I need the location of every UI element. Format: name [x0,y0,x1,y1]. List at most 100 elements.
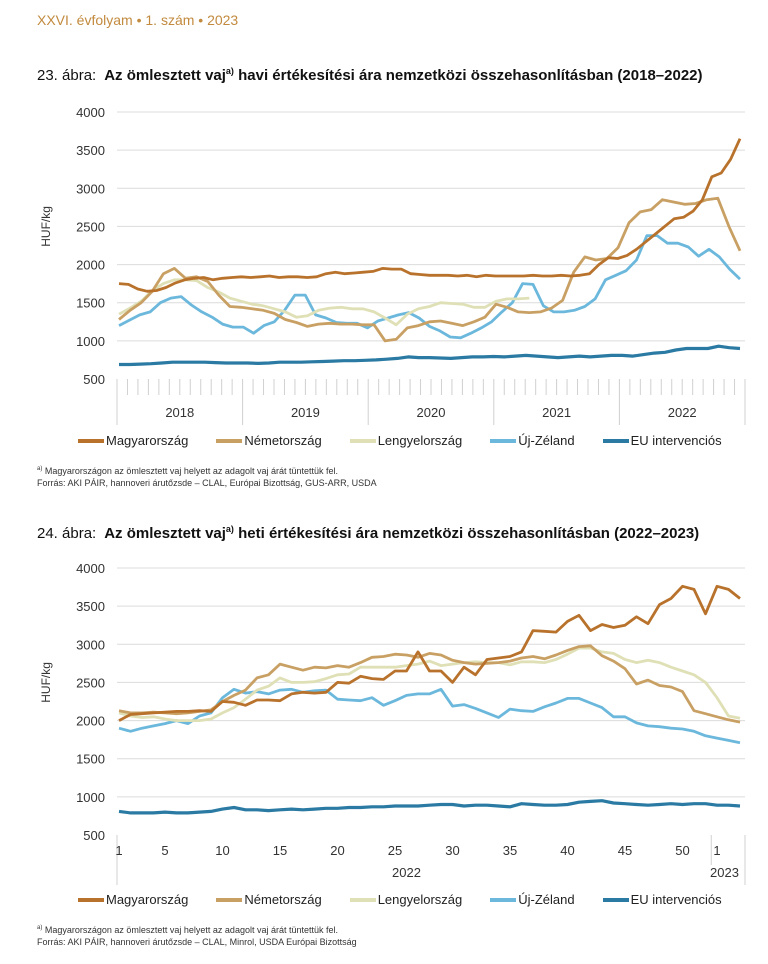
legend-swatch [602,897,629,902]
x-tick-label: 10 [215,843,229,858]
x-group-label: 2020 [417,405,446,420]
series-line-magyarorsz-g [118,584,741,722]
y-tick-label: 4000 [76,105,105,120]
x-tick-label: 35 [503,843,517,858]
series-line-magyarorsz-g [118,138,742,293]
title-post: heti értékesítési ára nemzetközi összeha… [233,525,700,542]
legend-item: EU intervenciós [602,892,722,907]
figure-number: 24. ábra: [37,525,97,542]
legend-label: EU intervenciós [630,433,722,448]
y-tick-label: 2000 [76,258,105,273]
legend-label: Új-Zéland [518,433,575,448]
legend-swatch [602,438,629,443]
footnote-text: Magyarországon az ömlesztett vaj helyett… [42,925,338,935]
source: Forrás: AKI PÁIR, hannoveri árutőzsde – … [37,937,357,947]
legend-item: Új-Zéland [490,433,575,448]
legend-label: Németország [244,892,322,907]
chart-monthly: 500 1000 1500 2000 2500 3000 3500 4000 HUF/kg 201… [39,105,746,425]
legend-chart-1: Magyarország Németország Lengyelország Új-Z… [78,433,750,448]
series-line-lengyelorsz-g [118,646,741,722]
footnote-marker: a) [37,466,43,472]
legend-item: Németország [216,433,322,448]
legend-label: EU intervenciós [630,892,722,907]
source: Forrás: AKI PÁIR, hannoveri árutőzsde – … [37,478,377,488]
x-tick-label: 15 [273,843,287,858]
legend-item: Magyarország [78,433,188,448]
legend-swatch [349,897,376,902]
series-line--j-z-land [118,234,741,340]
legend-item: EU intervenciós [602,433,722,448]
y-tick-label: 500 [83,372,105,387]
legend-item: Németország [216,892,322,907]
x-group-label: 2021 [542,405,571,420]
title-pre: Az ömlesztett vaj [104,67,226,84]
x-tick-label: 1 [713,843,720,858]
legend-label: Új-Zéland [518,892,575,907]
legend-label: Lengyelország [377,433,463,448]
legend-chart-2: Magyarország Németország Lengyelország Új-Z… [78,892,750,907]
x-tick-label: 45 [618,843,632,858]
y-tick-label: 3000 [76,637,105,652]
y-tick-label: 1000 [76,334,105,349]
figure-23-title: 23. ábra: Az ömlesztett vaja) havi értéke… [37,66,703,84]
figure-24-notes: a) Magyarországon az ömlesztett vaj hely… [37,922,357,948]
y-tick-label: 2500 [76,675,105,690]
journal-header: XXVI. évfolyam • 1. szám • 2023 [37,12,239,28]
x-tick-label: 25 [388,843,402,858]
figure-number: 23. ábra: [37,67,97,84]
legend-swatch [216,897,243,902]
x-tick-label: 1 [115,843,122,858]
legend-item: Lengyelország [349,433,463,448]
y-tick-label: 2500 [76,219,105,234]
figure-title-text: Az ömlesztett vaja) havi értékesítési ár… [104,66,703,84]
x-group-label: 2018 [165,405,194,420]
series-line-eu-intervenci-s [118,799,741,815]
title-pre: Az ömlesztett vaj [104,525,226,542]
legend-swatch [490,438,517,443]
legend-label: Németország [244,433,322,448]
footnote-text: Magyarországon az ömlesztett vaj helyett… [42,466,338,476]
y-tick-label: 3500 [76,143,105,158]
x-group-label: 2023 [710,865,739,880]
legend-item: Új-Zéland [490,892,575,907]
x-tick-label: 30 [445,843,459,858]
series-line--j-z-land [118,687,741,745]
legend-swatch [490,897,517,902]
x-tick-label: 5 [161,843,168,858]
legend-swatch [78,438,104,443]
footnote: a) Magyarországon az ömlesztett vaj hely… [37,922,357,936]
series-line-n-metorsz-g [118,196,742,343]
legend-swatch [349,438,376,443]
x-tick-label: 50 [675,843,689,858]
legend-swatch [78,897,104,902]
x-group-label: 2019 [291,405,320,420]
figure-23-notes: a) Magyarországon az ömlesztett vaj hely… [37,463,377,489]
legend-item: Lengyelország [349,892,463,907]
y-tick-label: 2000 [76,714,105,729]
y-tick-label: 3000 [76,181,105,196]
series-line-eu-intervenci-s [119,344,741,367]
title-post: havi értékesítési ára nemzetközi összeha… [233,67,703,84]
x-tick-label: 40 [560,843,574,858]
y-tick-label: 1500 [76,296,105,311]
footnote-marker: a) [37,925,43,931]
y-tick-label: 4000 [76,561,105,576]
legend-label: Magyarország [106,892,189,907]
x-group-label: 2022 [392,865,421,880]
legend-label: Magyarország [106,433,189,448]
x-group-label: 2022 [668,405,697,420]
legend-item: Magyarország [78,892,188,907]
y-tick-label: 1000 [76,790,105,805]
x-tick-label: 20 [330,843,344,858]
title-footnote-marker: a) [225,66,234,76]
y-tick-label: 1500 [76,752,105,767]
y-tick-label: 500 [83,828,105,843]
legend-label: Lengyelország [377,892,463,907]
footnote: a) Magyarországon az ömlesztett vaj hely… [37,463,377,477]
figure-24-title: 24. ábra: Az ömlesztett vaja) heti értéke… [37,524,699,542]
y-tick-label: 3500 [76,599,105,614]
y-axis-label: HUF/kg [39,662,53,703]
figure-title-text: Az ömlesztett vaja) heti értékesítési ár… [104,524,700,542]
legend-swatch [216,438,243,443]
title-footnote-marker: a) [225,524,234,534]
